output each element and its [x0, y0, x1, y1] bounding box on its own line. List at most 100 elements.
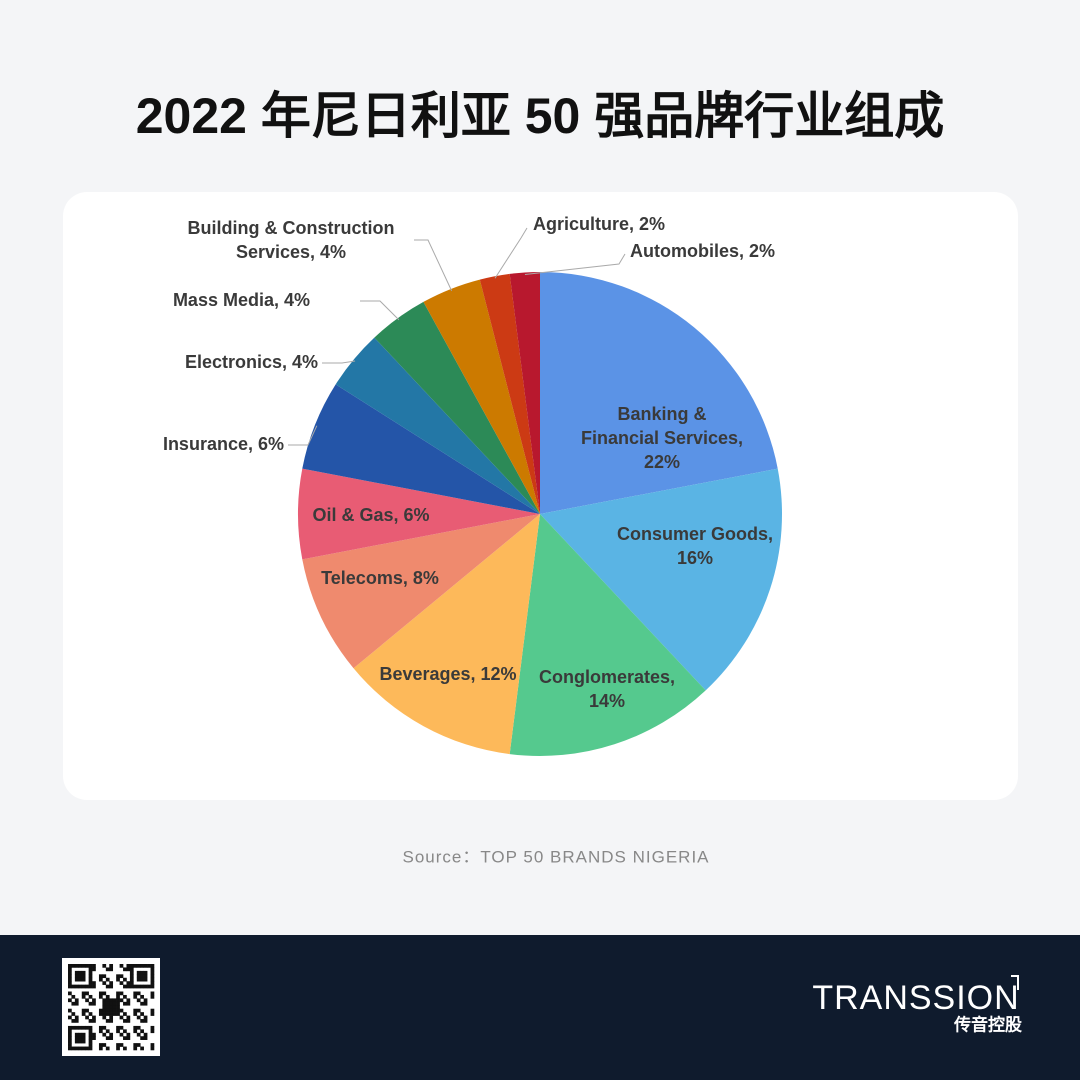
qr-module [150, 994, 155, 999]
qr-module [136, 974, 141, 979]
qr-module [109, 1012, 114, 1016]
qr-module [88, 970, 93, 975]
qr-module [81, 1036, 86, 1040]
qr-module [78, 1036, 83, 1040]
qr-module [74, 1025, 79, 1030]
qr-module [147, 984, 151, 989]
source-note: Source：TOP 50 BRANDS NIGERIA [402, 847, 709, 866]
qr-module [133, 1043, 138, 1047]
qr-module [98, 991, 103, 996]
qr-module [105, 1012, 110, 1016]
qr-module [68, 981, 72, 985]
qr-module [88, 1001, 93, 1006]
qr-module [92, 1019, 96, 1023]
qr-module [68, 977, 72, 982]
qr-module [133, 1012, 138, 1016]
qr-module [150, 1043, 155, 1047]
qr-module [105, 1046, 110, 1051]
qr-module [88, 994, 93, 999]
qr-module [150, 1012, 155, 1016]
qr-module [92, 1015, 96, 1020]
logo: TRANSSION [812, 979, 1019, 1017]
qr-module [116, 1001, 120, 1006]
qr-module [129, 984, 134, 989]
qr-module [123, 1046, 127, 1051]
qr-module [116, 998, 120, 1003]
qr-module [143, 1019, 148, 1023]
leader-line [494, 227, 528, 279]
qr-module [136, 964, 141, 968]
qr-module [136, 1015, 141, 1020]
qr-module [123, 994, 127, 999]
qr-module [123, 1036, 127, 1040]
qr-module [88, 981, 93, 985]
qr-module [81, 1046, 86, 1051]
qr-module [88, 1039, 93, 1044]
qr-module [143, 998, 148, 1003]
qr-module [119, 964, 124, 968]
qr-module [150, 977, 155, 982]
qr-module [102, 1005, 107, 1010]
qr-module [81, 994, 86, 999]
qr-module [92, 967, 96, 972]
leader-line [524, 253, 626, 275]
qr-module [102, 1012, 107, 1016]
qr-module [105, 1029, 110, 1034]
footer-band [0, 935, 1080, 1080]
data-label: Electronics, 4% [185, 352, 318, 372]
qr-module [85, 991, 89, 996]
qr-module [78, 974, 83, 979]
qr-module [68, 1015, 72, 1020]
qr-module [98, 1012, 103, 1016]
qr-module [123, 967, 127, 972]
qr-module [105, 1001, 110, 1006]
qr-module [92, 1036, 96, 1040]
qr-module [140, 1019, 144, 1023]
qr-module [92, 1001, 96, 1006]
qr-module [98, 974, 103, 979]
qr-module [143, 970, 148, 975]
qr-module [119, 981, 124, 985]
leader-line [360, 300, 400, 321]
qr-module [123, 1029, 127, 1034]
qr-module [150, 967, 155, 972]
qr-module [85, 1046, 89, 1051]
qr-module [88, 1032, 93, 1037]
qr-module [109, 981, 114, 985]
qr-module [98, 1029, 103, 1034]
qr-module [133, 1025, 138, 1030]
qr-module [112, 1012, 117, 1016]
qr-module [74, 1001, 79, 1006]
qr-module [112, 1005, 117, 1010]
qr-module [109, 998, 114, 1003]
qr-module [140, 1036, 144, 1040]
qr-module [102, 998, 107, 1003]
qr-module [150, 1025, 155, 1030]
qr-module [88, 1025, 93, 1030]
qr-module [88, 967, 93, 972]
data-label: Building & Construction Services, 4% [188, 218, 395, 262]
qr-module [68, 970, 72, 975]
qr-module [140, 964, 144, 968]
qr-module [116, 977, 120, 982]
qr-module [126, 1015, 131, 1020]
pie-slice [423, 279, 540, 514]
qr-module [150, 984, 155, 989]
qr-module [129, 981, 134, 985]
qr-module [126, 981, 131, 985]
qr-module [81, 964, 86, 968]
qr-module [140, 970, 144, 975]
qr-module [133, 994, 138, 999]
qr-module [136, 970, 141, 975]
qr-module [81, 984, 86, 989]
qr-module [140, 1001, 144, 1006]
pie-slice [353, 514, 540, 755]
qr-module [74, 1046, 79, 1051]
qr-module [68, 1032, 72, 1037]
qr-module [98, 1046, 103, 1051]
qr-module [71, 1025, 76, 1030]
qr-module [74, 984, 79, 989]
qr-module [123, 1019, 127, 1023]
qr-module [78, 984, 83, 989]
qr-module [129, 964, 134, 968]
